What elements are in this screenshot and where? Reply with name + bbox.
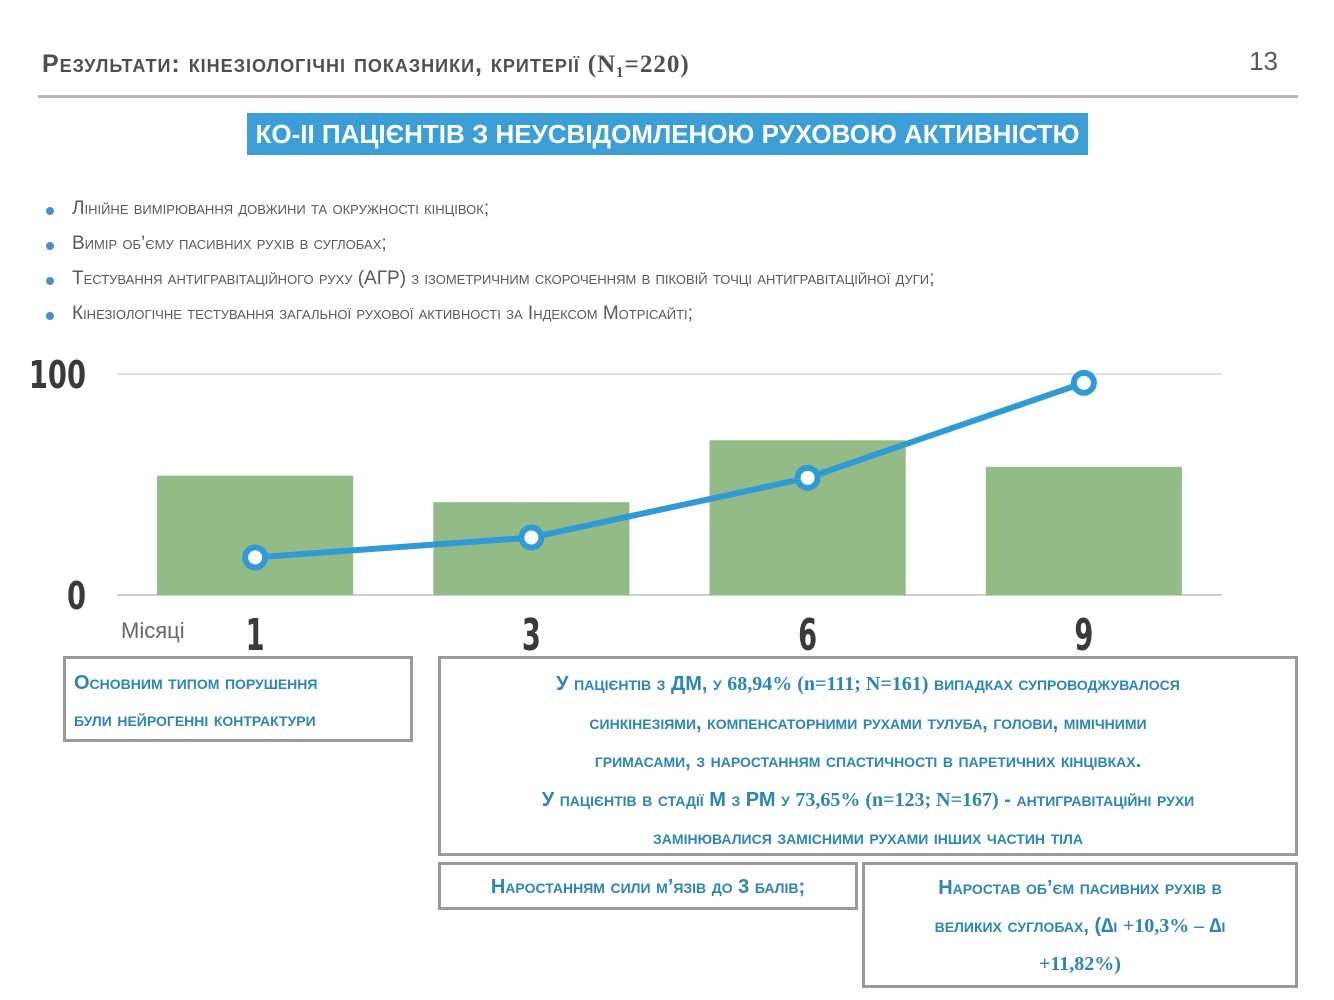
page-title: Результати: кінезіологічні показники, кр…	[42, 50, 690, 79]
finding-box-passive-motion: Наростав об’єм пасивних рухів в великих …	[862, 862, 1298, 988]
bullet-icon	[46, 207, 54, 215]
section-banner: КО-ІІ ПАЦІЄНТІВ З НЕУСВІДОМЛЕНОЮ РУХОВОЮ…	[247, 113, 1088, 155]
box-line: У пацієнтів в стадії М з РМ у 73,65% (n=…	[451, 781, 1285, 820]
box-stat: 68,94% (n=111; N=161)	[727, 673, 929, 695]
x-tick-label: 6	[798, 609, 817, 660]
line-point	[242, 544, 269, 571]
box-text: У пацієнтів з ДМ, у	[556, 673, 728, 695]
finding-box-synkinesis: У пацієнтів з ДМ, у 68,94% (n=111; N=161…	[438, 656, 1298, 856]
box-line: великих суглобах, (∆і +10,3% – ∆і	[877, 907, 1283, 945]
list-item-text: Вимір об’єму пасивних рухів в суглобах;	[72, 233, 387, 254]
line-point	[794, 464, 821, 491]
combo-chart: 0 100 1 3 6 9 Місяці	[29, 352, 1222, 660]
line-point	[1070, 369, 1097, 396]
box-line: були нейрогенні контрактури	[74, 709, 316, 731]
list-item: Тестування антигравітаційного руху (АГР)…	[46, 268, 934, 303]
page-title-text: Результати: кінезіологічні показники, кр…	[42, 50, 580, 78]
box-line: замінювалися замісними рухами інших част…	[653, 827, 1083, 849]
y-tick-label: 100	[29, 352, 86, 397]
bar	[709, 440, 906, 595]
box-stat: +11,82%)	[1039, 953, 1121, 975]
list-item-text: Кінезіологічне тестування загальної рухо…	[72, 303, 693, 324]
criteria-list: Лінійне вимірювання довжини та окружност…	[46, 198, 934, 338]
list-item: Кінезіологічне тестування загальної рухо…	[46, 303, 934, 338]
series-line	[252, 379, 1087, 561]
box-text: випадках супроводжувалося	[928, 673, 1180, 695]
box-text: великих суглобах, (∆і	[934, 915, 1123, 937]
list-item: Лінійне вимірювання довжини та окружност…	[46, 198, 934, 233]
bar	[157, 475, 354, 595]
box-text: ∆і	[1209, 915, 1226, 937]
x-axis-label: Місяці	[121, 618, 185, 643]
list-item: Вимір об’єму пасивних рухів в суглобах;	[46, 233, 934, 268]
page-title-n: (N₁=220)	[587, 51, 690, 78]
title-divider	[38, 95, 1298, 98]
x-tick-label: 1	[246, 609, 265, 660]
bar	[985, 466, 1182, 595]
box-text: - антигравітаційні рухи	[998, 788, 1195, 811]
box-text: У пацієнтів в стадії М з РМ у	[541, 788, 796, 811]
line-point	[518, 524, 545, 551]
box-line: гримасами, з наростанням спастичності в …	[594, 750, 1142, 772]
box-stat: 73,65% (n=123; N=167)	[795, 788, 999, 811]
box-line: Наростав об’єм пасивних рухів в	[938, 877, 1222, 899]
box-stat: +10,3% –	[1122, 915, 1210, 937]
y-tick-label: 0	[67, 573, 86, 618]
box-line: синкінезіями, компенсаторними рухами тул…	[589, 711, 1147, 734]
bullet-icon	[46, 277, 54, 285]
box-line: У пацієнтів з ДМ, у 68,94% (n=111; N=161…	[451, 665, 1285, 704]
list-item-text: Тестування антигравітаційного руху (АГР)…	[72, 268, 935, 289]
page-number: 13	[1249, 46, 1278, 76]
bullet-icon	[46, 242, 54, 250]
finding-box-muscle-strength: Наростанням сили м’язів до 3 балів;	[438, 862, 858, 910]
x-tick-label: 3	[522, 609, 541, 660]
finding-box-contractures: Основним типом порушення були нейрогенні…	[63, 656, 413, 742]
box-line: Основним типом порушення	[74, 672, 318, 694]
list-item-text: Лінійне вимірювання довжини та окружност…	[72, 198, 490, 219]
x-tick-label: 9	[1074, 609, 1093, 660]
bullet-icon	[46, 312, 54, 320]
